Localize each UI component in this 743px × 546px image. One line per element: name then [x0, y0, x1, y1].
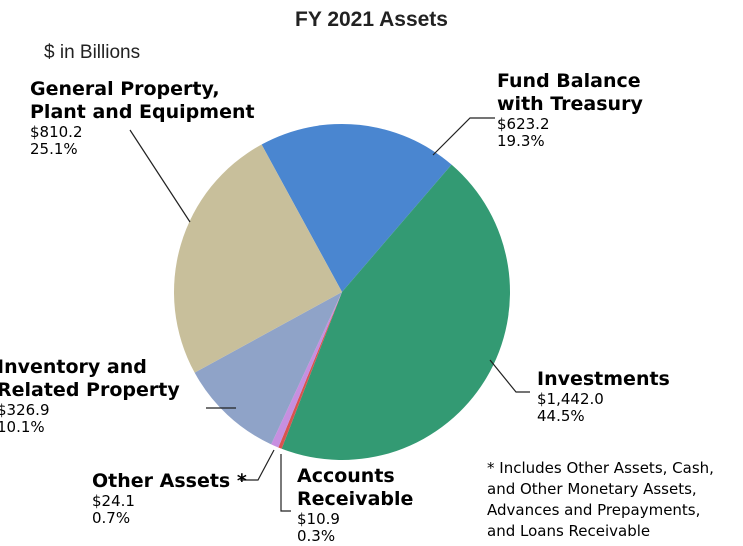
percentage-label: 19.3%: [497, 132, 545, 150]
pie-slice: [281, 164, 510, 460]
leader-line: [129, 129, 191, 223]
pie-slice: [271, 292, 342, 448]
value-label: $623.2: [497, 115, 550, 133]
chart-title: FY 2021 Assets: [295, 8, 448, 31]
slice-label: General Property, Plant and Equipment $81…: [30, 78, 255, 158]
pie: [174, 124, 510, 460]
category-label: Investments: [537, 368, 670, 390]
percentage-label: 44.5%: [537, 407, 585, 425]
annotation: * Includes Other Assets, Cash, and Other…: [487, 459, 714, 540]
leader-line: [432, 117, 495, 156]
category-label: Accounts Receivable: [297, 465, 414, 510]
pie-slice: [194, 292, 342, 445]
percentage-label: 0.3%: [297, 527, 336, 545]
category-label: Fund Balance with Treasury: [497, 70, 643, 115]
subtitle: $ in Billions: [44, 42, 141, 62]
leader-line: [280, 454, 291, 512]
percentage-label: 0.7%: [92, 509, 131, 527]
pie-slice: [261, 124, 452, 293]
value-label: $810.2: [30, 123, 83, 141]
value-label: $24.1: [92, 492, 135, 510]
pie-slice: [278, 292, 342, 449]
percentage-label: 10.1%: [0, 418, 45, 436]
category-label: General Property, Plant and Equipment: [30, 78, 255, 123]
leader-line: [489, 359, 530, 393]
pie-slice: [174, 144, 342, 373]
slice-label: Inventory and Related Property $326.9 10.1…: [0, 356, 180, 436]
category-label: Inventory and Related Property: [0, 356, 180, 401]
slice-label: Other Assets * $24.1 0.7%: [92, 470, 247, 527]
percentage-label: 25.1%: [30, 140, 78, 158]
leader-line: [240, 449, 275, 481]
value-label: $10.9: [297, 510, 340, 528]
slice-label: Investments $1,442.0 44.5%: [537, 368, 670, 425]
value-label: $326.9: [0, 401, 50, 419]
category-label: Other Assets *: [92, 470, 247, 492]
slice-label: Accounts Receivable $10.9 0.3%: [297, 465, 413, 545]
value-label: $1,442.0: [537, 390, 604, 408]
slice-label: Fund Balance with Treasury $623.2 19.3%: [497, 70, 643, 150]
